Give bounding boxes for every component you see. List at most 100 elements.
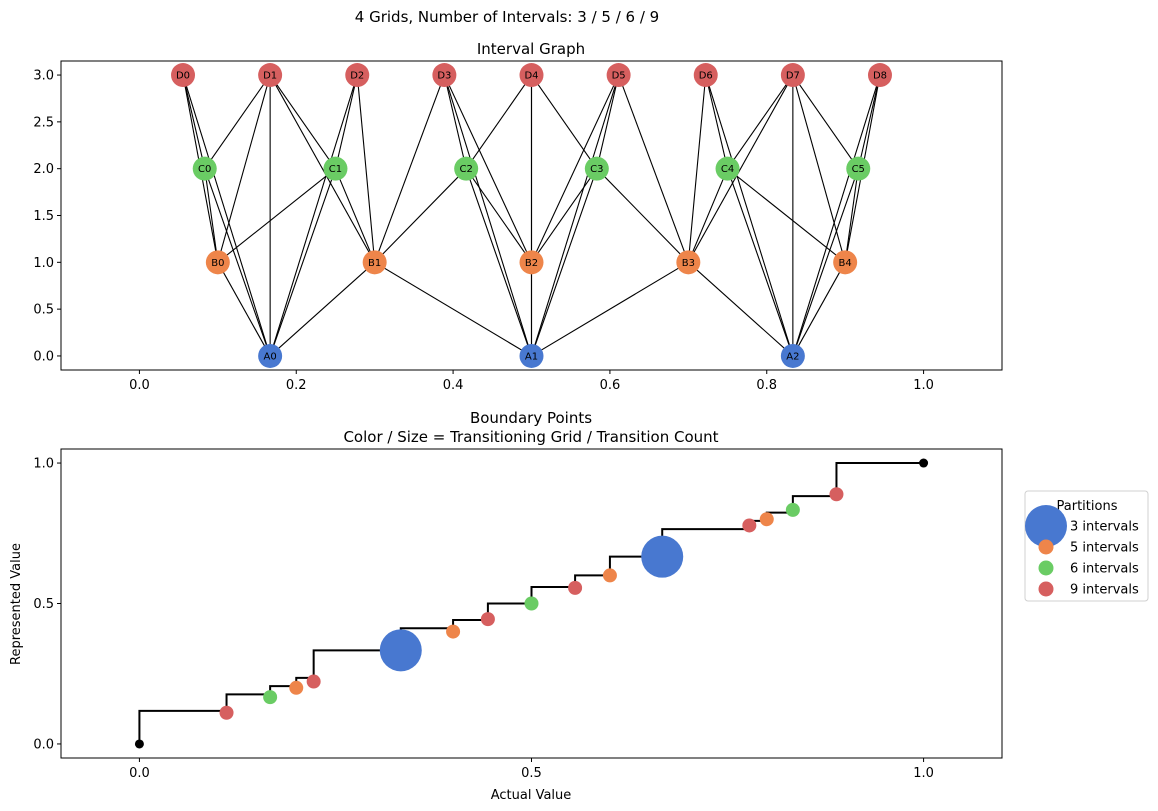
x-tick-label: 1.0: [913, 766, 934, 781]
y-tick-label: 0.0: [33, 349, 54, 364]
boundary-point-10: [641, 535, 684, 578]
y-tick-label: 0.5: [33, 303, 54, 318]
interval-graph-panel: Interval Graph A0 A1 A2 B0 B1 B2 B3 B4 C0 C1 C2 C3 C…: [33, 40, 1003, 393]
x-tick-label: 0.4: [443, 378, 464, 393]
figure-suptitle: 4 Grids, Number of Intervals: 3 / 5 / 6 …: [355, 8, 659, 26]
graph-node-D3: [432, 63, 457, 88]
graph-node-C1: [323, 156, 348, 181]
graph-node-label-B0: B0: [211, 258, 224, 269]
graph-node-D6: [693, 63, 718, 88]
graph-edge-A1-C2: [465, 168, 533, 357]
graph-edge-B0-C0: [204, 168, 219, 263]
graph-node-label-B3: B3: [682, 258, 695, 269]
graph-node-C5: [846, 156, 871, 181]
legend-label-A: 3 intervals: [1070, 520, 1139, 535]
graph-edge-C2-D4: [465, 74, 532, 169]
graph-edge-B2-D3: [443, 74, 532, 263]
boundary-point-6: [480, 612, 495, 627]
graph-edge-B2-C2: [465, 168, 532, 263]
legend-marker-C: [1038, 560, 1054, 576]
x-tick-label: 0.5: [521, 766, 542, 781]
graph-edge-B3-C3: [596, 168, 689, 263]
graph-node-label-D5: D5: [612, 71, 626, 82]
graph-node-label-B2: B2: [525, 258, 538, 269]
x-tick-label: 0.8: [756, 378, 777, 393]
graph-node-B3: [676, 250, 701, 275]
graph-node-label-D4: D4: [524, 71, 538, 82]
graph-edge-B2-D5: [531, 74, 620, 263]
graph-node-C2: [454, 156, 479, 181]
graph-edge-A2-D8: [792, 74, 881, 357]
boundary-point-7: [524, 596, 539, 611]
legend-label-D: 9 intervals: [1070, 583, 1139, 598]
graph-edge-B0-D1: [217, 74, 271, 263]
boundary-points-panel: Boundary Points Color / Size = Transitio…: [9, 409, 1003, 803]
graph-node-C3: [584, 156, 609, 181]
graph-edge-C3-D5: [596, 74, 620, 169]
graph-edge-B3-C4: [687, 168, 729, 263]
graph-edge-C0-D0: [182, 74, 206, 169]
graph-edge-A0-C1: [269, 168, 336, 357]
graph-node-D4: [519, 63, 544, 88]
graph-edge-A2-D6: [705, 74, 794, 357]
boundary-point-9: [602, 568, 617, 583]
graph-node-D1: [258, 63, 283, 88]
graph-edge-C4-D7: [727, 74, 794, 169]
graph-node-label-A1: A1: [525, 351, 538, 362]
y-tick-label: 3.0: [33, 69, 54, 84]
graph-edge-C3-D4: [531, 74, 598, 169]
endpoint-1: [919, 458, 929, 468]
graph-edge-C4-D6: [705, 74, 729, 169]
x-axis-label: Actual Value: [491, 788, 572, 803]
graph-node-D5: [606, 63, 631, 88]
y-axis-label: Represented Value: [9, 543, 24, 665]
graph-node-label-D6: D6: [699, 71, 713, 82]
graph-edge-C0-D1: [204, 74, 271, 169]
graph-node-label-D3: D3: [437, 71, 451, 82]
graph-edge-B2-C3: [531, 168, 598, 263]
graph-edge-B3-D7: [687, 74, 794, 263]
graph-node-label-C1: C1: [329, 164, 342, 175]
y-tick-label: 0.0: [33, 737, 54, 752]
graph-edge-A0-D0: [182, 74, 271, 357]
graph-nodes: A0 A1 A2 B0 B1 B2 B3 B4 C0 C1 C2 C3 C4 C5 D0 D1 D2 D3 D4 D5…: [171, 63, 892, 368]
graph-edge-C1-D1: [269, 74, 336, 169]
boundary-point-14: [829, 487, 844, 502]
legend-marker-A: [1025, 505, 1067, 547]
boundary-point-13: [785, 502, 800, 517]
graph-node-label-A0: A0: [264, 351, 277, 362]
graph-node-B1: [362, 250, 387, 275]
endpoints: [134, 458, 929, 749]
graph-edge-A1-B3: [531, 261, 689, 357]
graph-edge-B1-D3: [374, 74, 445, 263]
graph-node-label-C5: C5: [852, 164, 865, 175]
graph-edge-A0-B1: [269, 261, 376, 357]
graph-edge-A2-C4: [727, 168, 794, 357]
x-tick-label: 0.6: [600, 378, 621, 393]
legend-label-B: 5 intervals: [1070, 541, 1139, 556]
graph-node-D7: [780, 63, 805, 88]
boundary-points-subtitle: Color / Size = Transitioning Grid / Tran…: [343, 428, 718, 446]
legend-entries: 3 intervals 5 intervals 6 intervals 9 inter…: [1025, 505, 1139, 598]
graph-edge-A0-C0: [204, 168, 271, 357]
graph-node-label-D0: D0: [176, 71, 190, 82]
graph-node-label-D2: D2: [350, 71, 364, 82]
legend-marker-B: [1038, 539, 1054, 555]
interval-graph-title: Interval Graph: [477, 40, 585, 58]
graph-node-B2: [519, 250, 544, 275]
graph-node-C0: [192, 156, 217, 181]
graph-node-A2: [780, 343, 805, 368]
graph-node-label-B1: B1: [368, 258, 381, 269]
y-tick-label: 1.0: [33, 256, 54, 271]
y-tick-label: 1.0: [33, 457, 54, 472]
graph-edge-A2-B3: [687, 261, 794, 357]
y-tick-label: 2.0: [33, 162, 54, 177]
graph-node-label-B4: B4: [839, 258, 852, 269]
x-tick-label: 0.0: [129, 766, 150, 781]
graph-edge-B4-D7: [792, 74, 846, 263]
graph-node-A0: [258, 343, 283, 368]
boundary-point-12: [759, 512, 774, 527]
boundary-point-8: [568, 580, 583, 595]
y-tick-label: 0.5: [33, 597, 54, 612]
